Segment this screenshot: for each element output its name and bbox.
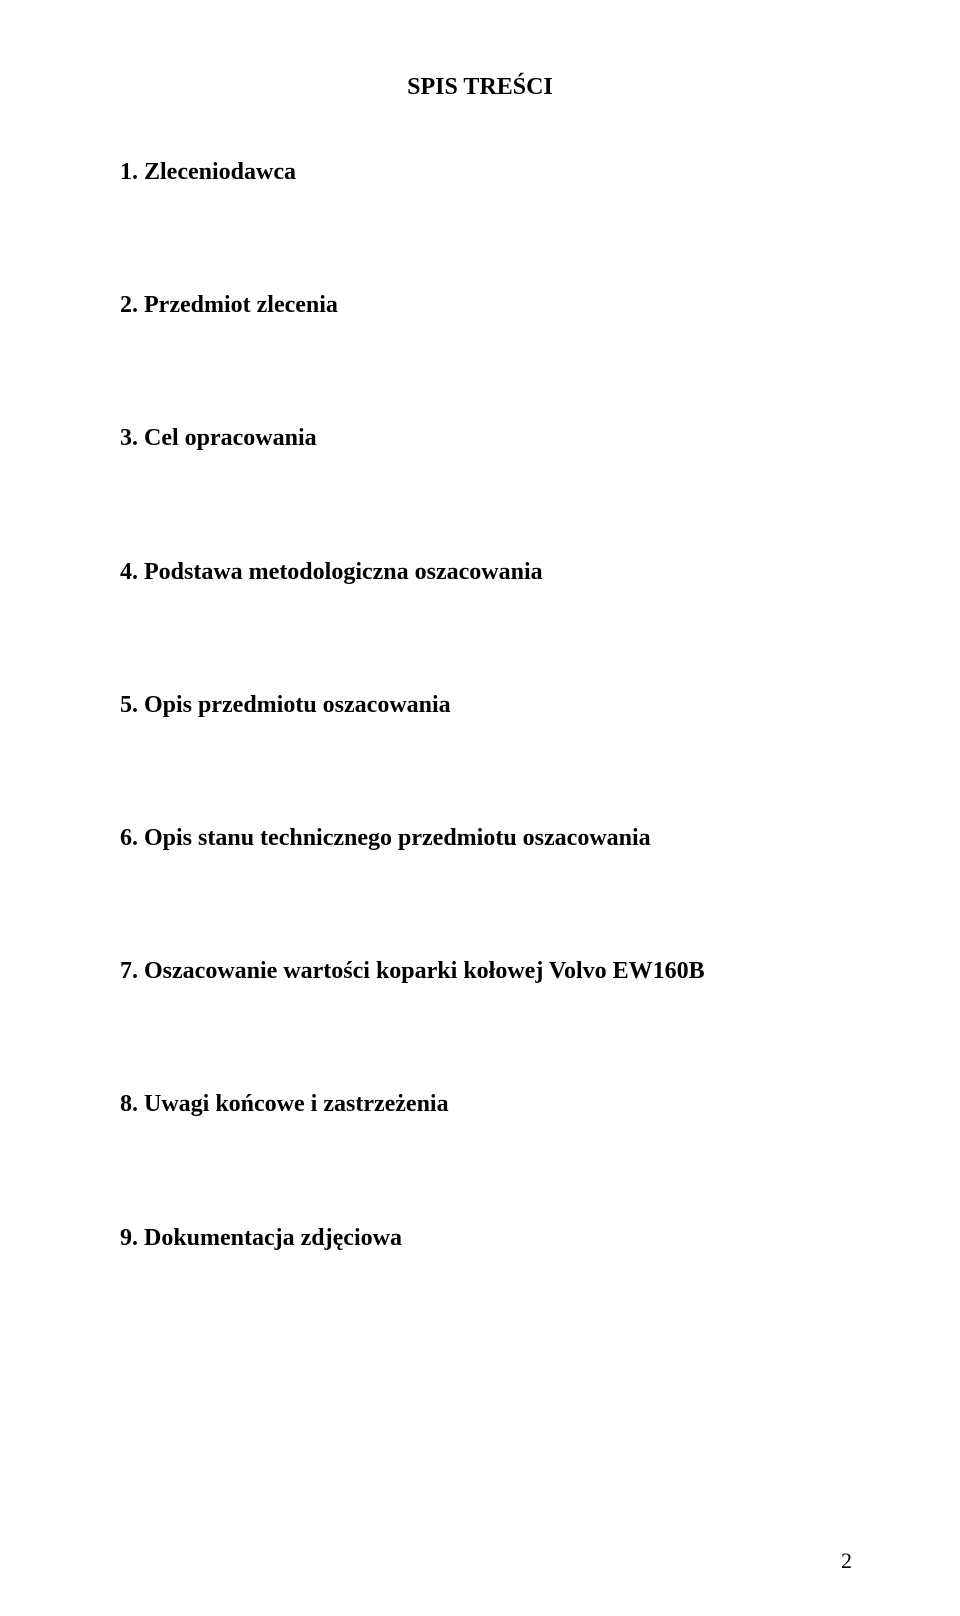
toc-item: 2. Przedmiot zlecenia: [120, 290, 840, 321]
toc-item: 1. Zleceniodawca: [120, 157, 840, 188]
toc-item: 5. Opis przedmiotu oszacowania: [120, 690, 840, 721]
document-page: SPIS TREŚCI 1. Zleceniodawca 2. Przedmio…: [0, 0, 960, 1616]
page-number: 2: [841, 1548, 852, 1574]
toc-item: 6. Opis stanu technicznego przedmiotu os…: [120, 823, 840, 854]
page-title: SPIS TREŚCI: [120, 74, 840, 101]
toc-item: 9. Dokumentacja zdjęciowa: [120, 1223, 840, 1254]
toc-item: 4. Podstawa metodologiczna oszacowania: [120, 557, 840, 588]
toc-item: 3. Cel opracowania: [120, 423, 840, 454]
toc-item: 7. Oszacowanie wartości koparki kołowej …: [120, 956, 840, 987]
toc-item: 8. Uwagi końcowe i zastrzeżenia: [120, 1089, 840, 1120]
